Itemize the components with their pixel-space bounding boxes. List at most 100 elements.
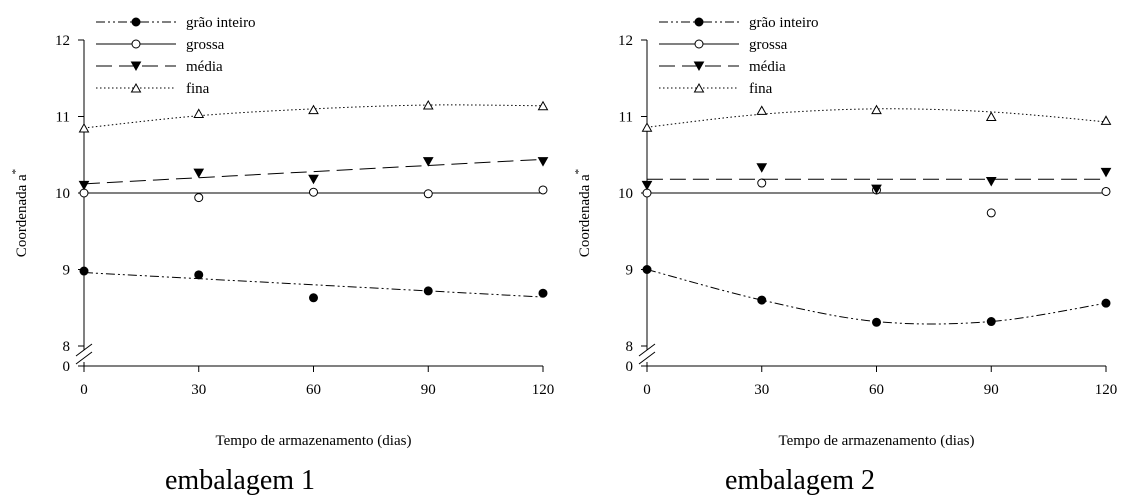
x-tick-label: 120 [1095, 382, 1118, 398]
data-point [872, 317, 881, 327]
data-point [985, 177, 997, 187]
legend-label: grossa [749, 37, 788, 53]
fit-line [646, 108, 1107, 128]
legend-marker [694, 39, 704, 49]
axis-break-mark [638, 351, 656, 365]
data-point [422, 157, 434, 167]
data-point [79, 266, 89, 276]
x-tick-label: 0 [643, 382, 651, 398]
data-point [423, 189, 433, 199]
legend-label: média [186, 59, 223, 75]
legend-marker [131, 39, 141, 49]
data-point [422, 100, 434, 110]
y-tick-label: 12 [618, 33, 633, 49]
axis-break-mark [75, 343, 93, 357]
x-tick-label: 60 [869, 382, 884, 398]
panel-caption: embalagem 2 [725, 465, 875, 496]
data-point [871, 184, 882, 195]
data-point [309, 293, 318, 303]
data-point [1100, 115, 1112, 125]
data-point [641, 122, 653, 132]
data-point [1101, 298, 1111, 308]
data-point [538, 185, 548, 195]
series-4 [78, 100, 549, 133]
data-point [538, 288, 548, 298]
data-point [537, 100, 549, 111]
data-point [309, 187, 318, 197]
y-tick-label: 11 [56, 110, 70, 126]
data-point [757, 178, 767, 188]
legend: grão inteiro grossa média fina [659, 15, 819, 97]
legend-label: média [749, 59, 786, 75]
legend-marker [694, 17, 704, 27]
y-tick-label: 0 [626, 359, 634, 375]
fit-line [83, 158, 544, 185]
y-axis-label-text: Coordenada a [14, 174, 30, 257]
legend-label: grão inteiro [186, 15, 256, 31]
legend-marker [130, 61, 142, 72]
data-point [194, 193, 204, 203]
x-tick-label: 90 [984, 382, 999, 398]
fit-line [83, 104, 544, 129]
x-axis-label: Tempo de armazenamento (dias) [216, 433, 412, 449]
data-point [986, 317, 996, 327]
series-4 [641, 104, 1112, 132]
y-axis-label-superscript: * [573, 169, 585, 175]
y-tick-label: 11 [619, 110, 633, 126]
data-point [985, 111, 997, 121]
data-point [641, 180, 653, 191]
legend-marker [693, 61, 705, 72]
legend-marker [131, 17, 141, 27]
x-tick-label: 30 [191, 382, 206, 398]
axis-break-mark [638, 343, 656, 357]
series-1 [642, 265, 1111, 327]
legend-label: fina [749, 81, 773, 97]
legend-marker [130, 82, 142, 93]
y-tick-label: 9 [626, 263, 634, 279]
y-tick-label: 8 [63, 339, 71, 355]
y-tick-label: 0 [63, 359, 71, 375]
data-point [308, 104, 319, 115]
y-tick-label: 9 [63, 263, 71, 279]
data-point [642, 265, 652, 274]
y-axis-label: Coordenada a* [573, 169, 593, 257]
series-3 [78, 157, 549, 191]
series-2 [79, 185, 548, 203]
data-point [78, 180, 90, 191]
data-point [756, 163, 768, 173]
series-3 [641, 163, 1112, 195]
legend: grão inteiro grossa média fina [96, 15, 256, 97]
data-point [193, 108, 205, 118]
data-point [537, 157, 549, 167]
fit-line [646, 269, 1107, 325]
y-tick-label: 10 [55, 186, 70, 202]
x-tick-label: 30 [754, 382, 769, 398]
data-point [423, 286, 433, 296]
y-axis-label: Coordenada a* [10, 169, 30, 257]
y-tick-label: 10 [618, 186, 633, 202]
axis-break-mark [75, 351, 93, 365]
data-point [871, 104, 882, 115]
x-tick-label: 0 [80, 382, 88, 398]
legend-label: grão inteiro [749, 15, 819, 31]
series-1 [79, 266, 548, 303]
y-axis-label-superscript: * [10, 169, 22, 175]
y-tick-label: 8 [626, 339, 634, 355]
y-tick-label: 12 [55, 33, 70, 49]
legend-label: fina [186, 81, 210, 97]
data-point [756, 105, 768, 115]
legend-marker [693, 82, 705, 93]
data-point [757, 295, 767, 305]
data-point [193, 168, 205, 179]
x-tick-label: 60 [306, 382, 321, 398]
data-point [1101, 186, 1111, 196]
legend-label: grossa [186, 37, 225, 53]
y-axis-label-text: Coordenada a [577, 174, 593, 257]
data-point [1100, 167, 1112, 178]
x-tick-label: 90 [421, 382, 436, 398]
x-tick-label: 120 [532, 382, 555, 398]
data-point [308, 174, 319, 185]
